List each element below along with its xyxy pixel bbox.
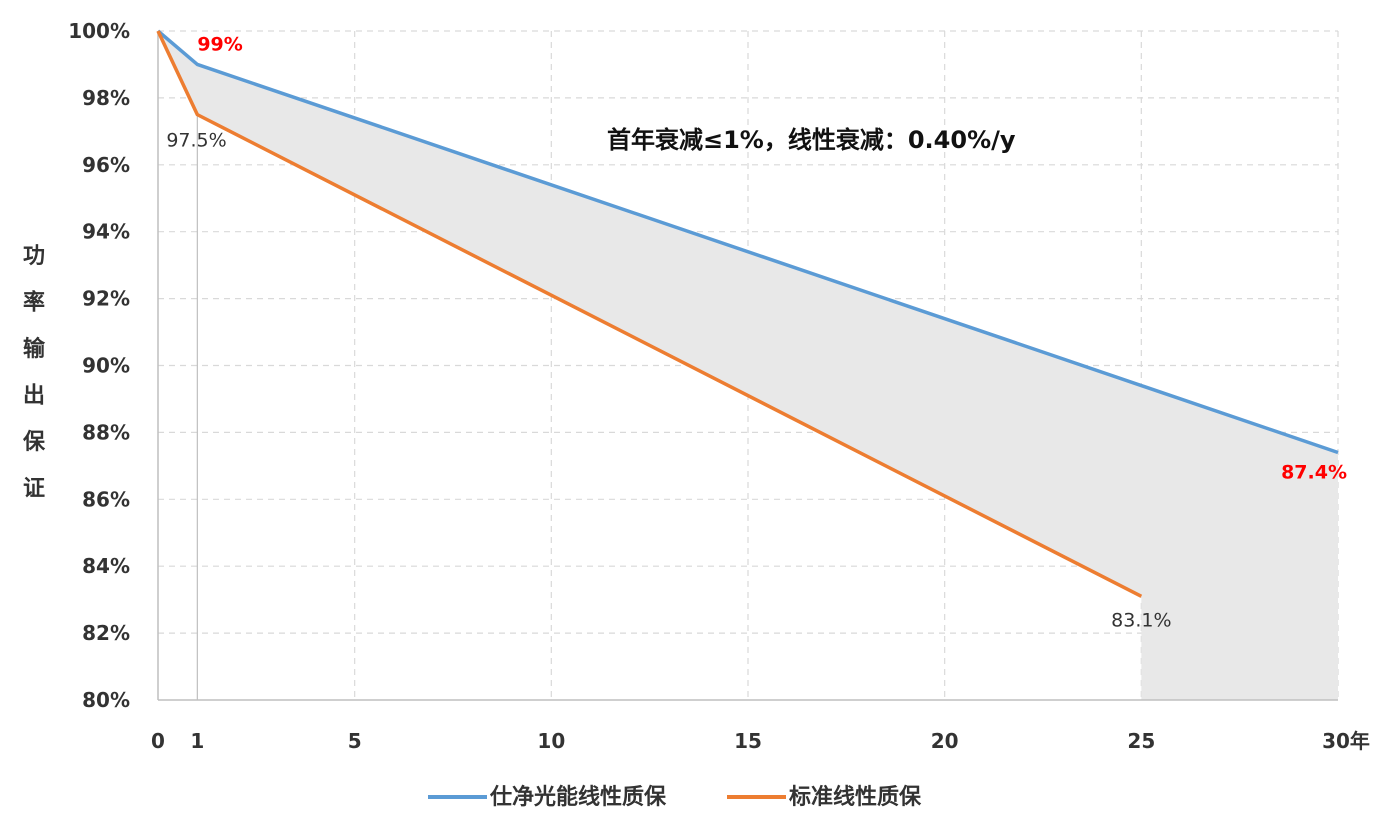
- x-tick-label: 20: [931, 729, 959, 753]
- shaded-gap-area: [158, 31, 1338, 700]
- point-data-label: 87.4%: [1281, 461, 1347, 483]
- y-axis-title-char: 出: [23, 384, 45, 409]
- point-data-label: 97.5%: [166, 130, 226, 152]
- y-axis-title-char: 输: [23, 336, 46, 362]
- x-tick-label: 30年: [1322, 729, 1370, 753]
- legend-label: 标准线性质保: [789, 784, 922, 810]
- shaded-area-layer: [158, 31, 1338, 700]
- x-tick-label: 25: [1127, 729, 1155, 753]
- y-tick-label: 100%: [68, 19, 130, 43]
- axis-layer: 80%82%84%86%88%90%92%94%96%98%100%0 1 5 10 1…: [68, 19, 1370, 753]
- x-tick-label: 5: [348, 729, 362, 753]
- y-tick-label: 88%: [82, 420, 130, 444]
- y-axis-title-char: 率: [23, 290, 45, 316]
- y-tick-label: 90%: [82, 354, 130, 378]
- y-tick-label: 98%: [82, 86, 130, 110]
- x-tick-label: 0: [151, 729, 165, 753]
- y-tick-label: 84%: [82, 554, 130, 578]
- point-data-label: 99%: [197, 33, 242, 55]
- y-tick-label: 94%: [82, 220, 130, 244]
- point-data-label: 83.1%: [1111, 609, 1171, 631]
- series-line: [156, 29, 1339, 455]
- chart-annotation: 首年衰减≤1%，线性衰减：0.40%/y: [607, 126, 1016, 154]
- y-axis-title-char: 保: [22, 430, 46, 455]
- y-axis-title-char: 证: [23, 477, 45, 502]
- x-tick-label: 10: [537, 729, 565, 753]
- y-tick-label: 82%: [82, 621, 130, 645]
- series-layer: [156, 29, 1339, 598]
- x-tick-label: 1: [190, 729, 204, 753]
- series-line: [156, 30, 1143, 598]
- y-tick-label: 86%: [82, 487, 130, 511]
- legend-label: 仕净光能线性质保: [489, 784, 667, 810]
- y-tick-label: 80%: [82, 688, 130, 712]
- y-tick-label: 96%: [82, 153, 130, 177]
- legend: 仕净光能线性质保 标准线性质保: [428, 784, 922, 810]
- x-tick-label: 15: [734, 729, 762, 753]
- y-tick-label: 92%: [82, 287, 130, 311]
- label-layer: 99% 97.5% 83.1% 87.4%: [166, 33, 1347, 631]
- y-axis-title-char: 功: [23, 244, 45, 269]
